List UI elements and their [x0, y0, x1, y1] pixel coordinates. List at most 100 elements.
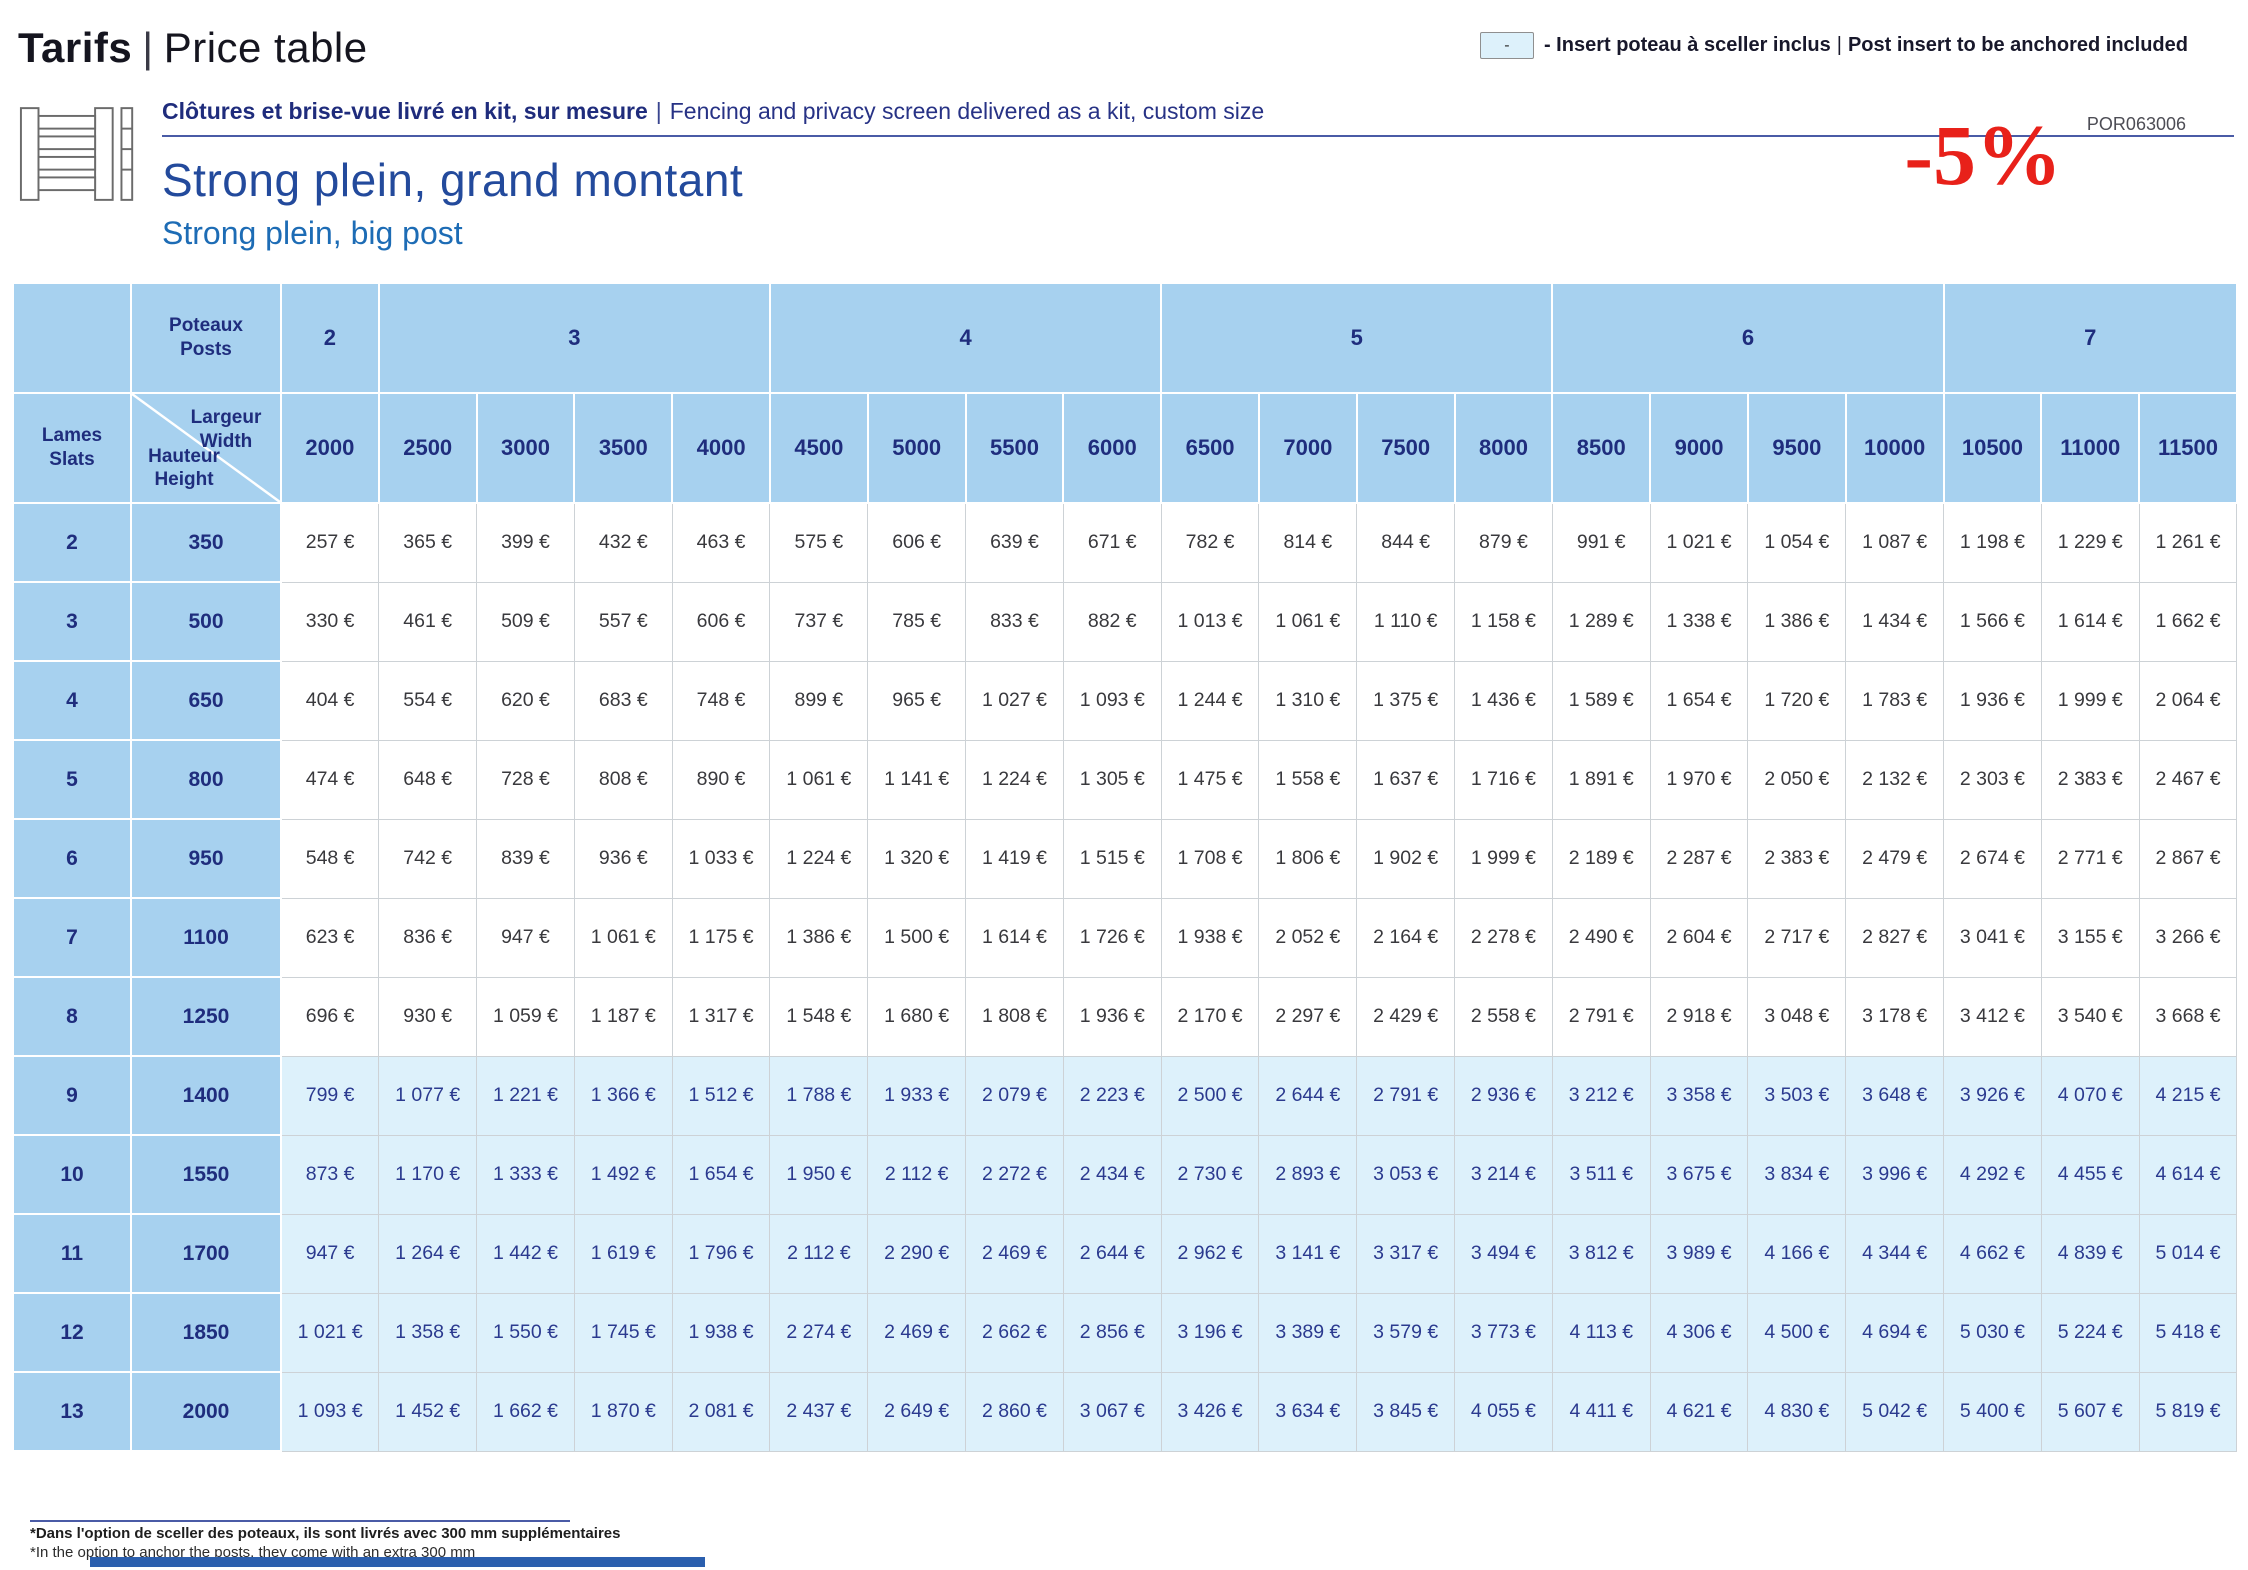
price-cell: 947 €: [280, 1213, 380, 1294]
price-cell: 2 860 €: [965, 1371, 1064, 1452]
price-cell: 2 272 €: [965, 1134, 1064, 1215]
price-cell: 1 229 €: [2040, 502, 2140, 583]
price-cell: 3 773 €: [1454, 1292, 1553, 1373]
price-cell: 3 579 €: [1356, 1292, 1456, 1373]
price-cell: 3 067 €: [1062, 1371, 1162, 1452]
price-cell: 2 278 €: [1454, 897, 1553, 978]
corner-cell: [12, 282, 132, 394]
price-cell: 1 033 €: [671, 818, 771, 899]
posts-count-header: 4: [768, 282, 1163, 394]
price-cell: 1 375 €: [1356, 660, 1456, 741]
price-cell: 639 €: [965, 502, 1064, 583]
price-cell: 2 274 €: [769, 1292, 869, 1373]
price-cell: 1 061 €: [1258, 581, 1358, 662]
price-cell: 1 087 €: [1845, 502, 1945, 583]
price-cell: 3 540 €: [2040, 976, 2140, 1057]
price-cell: 3 178 €: [1845, 976, 1945, 1057]
price-cell: 1 021 €: [1649, 502, 1749, 583]
price-cell: 1 548 €: [769, 976, 869, 1057]
width-header: 4000: [671, 392, 771, 504]
height-cell: 1850: [130, 1292, 282, 1373]
price-cell: 3 266 €: [2138, 897, 2238, 978]
price-cell: 257 €: [280, 502, 380, 583]
table-row: 6 950 548 €742 €839 €936 €1 033 €1 224 €1 …: [12, 818, 2238, 899]
price-cell: 1 434 €: [1845, 581, 1945, 662]
price-cell: 1 358 €: [378, 1292, 478, 1373]
price-cell: 5 042 €: [1845, 1371, 1945, 1452]
width-header: 6000: [1062, 392, 1163, 504]
price-cell: 3 675 €: [1649, 1134, 1749, 1215]
price-cell: 1 950 €: [769, 1134, 869, 1215]
height-cell: 950: [130, 818, 282, 899]
price-cell: 947 €: [476, 897, 575, 978]
price-cell: 4 292 €: [1943, 1134, 2042, 1215]
price-cell: 2 469 €: [965, 1213, 1064, 1294]
price-cell: 4 455 €: [2040, 1134, 2140, 1215]
price-cell: 548 €: [280, 818, 380, 899]
price-cell: 3 926 €: [1943, 1055, 2042, 1136]
price-cell: 873 €: [280, 1134, 380, 1215]
table-row: 3 500 330 €461 €509 €557 €606 €737 €785 €8…: [12, 581, 2238, 662]
price-cell: 1 338 €: [1649, 581, 1749, 662]
price-cell: 2 644 €: [1062, 1213, 1162, 1294]
price-cell: 2 730 €: [1160, 1134, 1260, 1215]
discount-badge: -5%: [1904, 107, 2062, 203]
price-cell: 2 827 €: [1845, 897, 1945, 978]
price-cell: 890 €: [671, 739, 771, 820]
price-cell: 3 511 €: [1551, 1134, 1651, 1215]
price-cell: 1 386 €: [769, 897, 869, 978]
price-cell: 3 212 €: [1551, 1055, 1651, 1136]
price-cell: 2 867 €: [2138, 818, 2238, 899]
price-cell: 2 052 €: [1258, 897, 1358, 978]
price-cell: 3 648 €: [1845, 1055, 1945, 1136]
width-header: 8500: [1551, 392, 1652, 504]
price-cell: 3 494 €: [1454, 1213, 1553, 1294]
price-cell: 1 637 €: [1356, 739, 1456, 820]
price-cell: 5 418 €: [2138, 1292, 2238, 1373]
price-cell: 1 224 €: [769, 818, 869, 899]
diagonal-divider: [132, 394, 280, 502]
price-cell: 620 €: [476, 660, 575, 741]
price-cell: 509 €: [476, 581, 575, 662]
price-cell: 1 093 €: [1062, 660, 1162, 741]
width-header: 11500: [2138, 392, 2238, 504]
posts-count-header: 6: [1551, 282, 1945, 394]
bottom-accent-bar: [90, 1557, 705, 1567]
slats-count-cell: 13: [12, 1371, 132, 1452]
price-cell: 3 812 €: [1551, 1213, 1651, 1294]
price-cell: 844 €: [1356, 502, 1456, 583]
price-cell: 1 589 €: [1551, 660, 1651, 741]
price-cell: 1 061 €: [769, 739, 869, 820]
price-cell: 1 077 €: [378, 1055, 478, 1136]
footnote-en: *In the option to anchor the posts, they…: [30, 1543, 476, 1561]
price-cell: 4 215 €: [2138, 1055, 2238, 1136]
price-cell: 965 €: [867, 660, 967, 741]
price-cell: 991 €: [1551, 502, 1651, 583]
price-cell: 3 141 €: [1258, 1213, 1358, 1294]
table-row: 7 1100 623 €836 €947 €1 061 €1 175 €1 386 …: [12, 897, 2238, 978]
price-cell: 1 662 €: [476, 1371, 575, 1452]
price-cell: 3 989 €: [1649, 1213, 1749, 1294]
price-cell: 1 221 €: [476, 1055, 575, 1136]
price-table: Poteaux Posts 2 3 4 5 6 7 Lames Slats Largeur Width…: [12, 282, 2238, 1452]
price-cell: 2 290 €: [867, 1213, 967, 1294]
price-cell: 1 783 €: [1845, 660, 1945, 741]
price-cell: 1 726 €: [1062, 897, 1162, 978]
legend-text: - Insert poteau à sceller inclus | Post in…: [1544, 34, 2188, 57]
price-cell: 2 500 €: [1160, 1055, 1260, 1136]
price-cell: 365 €: [378, 502, 478, 583]
price-cell: 1 936 €: [1943, 660, 2042, 741]
price-cell: 1 141 €: [867, 739, 967, 820]
price-cell: 1 870 €: [573, 1371, 673, 1452]
price-cell: 2 604 €: [1649, 897, 1749, 978]
height-cell: 1550: [130, 1134, 282, 1215]
price-cell: 2 791 €: [1356, 1055, 1456, 1136]
price-cell: 748 €: [671, 660, 771, 741]
price-cell: 5 819 €: [2138, 1371, 2238, 1452]
price-cell: 4 614 €: [2138, 1134, 2238, 1215]
price-cell: 1 933 €: [867, 1055, 967, 1136]
price-cell: 1 796 €: [671, 1213, 771, 1294]
price-cell: 623 €: [280, 897, 380, 978]
price-cell: 1 654 €: [1649, 660, 1749, 741]
price-cell: 1 745 €: [573, 1292, 673, 1373]
